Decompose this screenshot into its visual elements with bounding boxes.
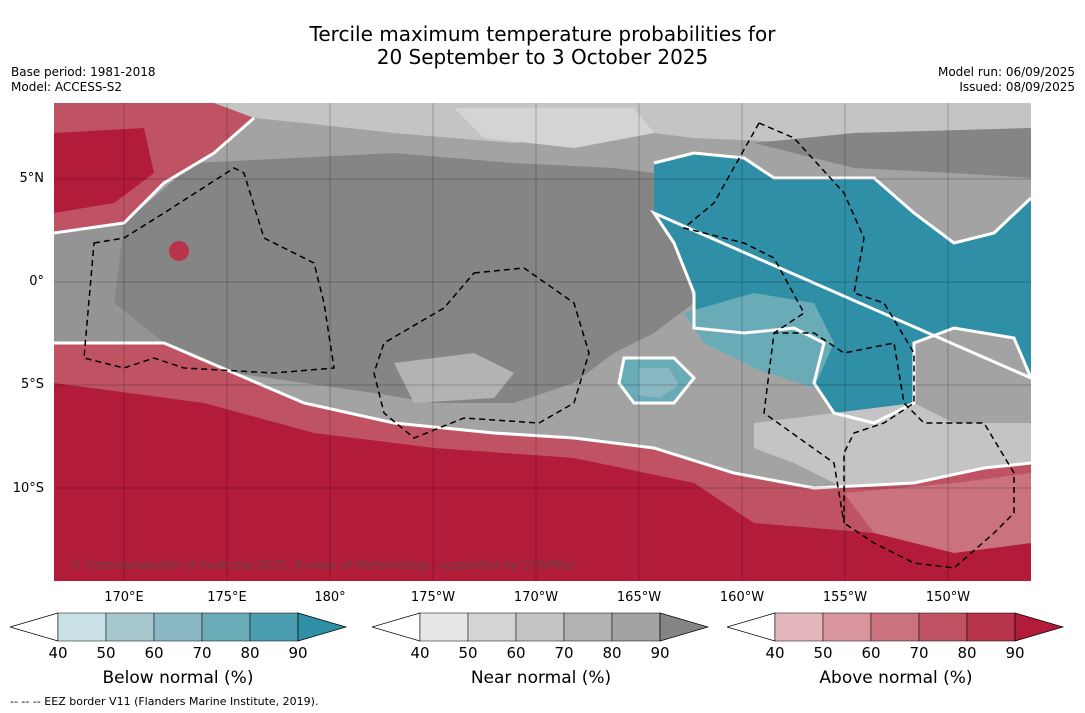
map-canvas: [54, 103, 1031, 581]
colorbar-below-normal: [10, 612, 348, 642]
lon-label-175w: 175°W: [410, 590, 456, 605]
colorbar-below-upper-arrow: [297, 612, 348, 642]
eez-footnote: -- -- -- EEZ border V11 (Flanders Marine…: [10, 695, 319, 708]
map-title-line-1: Tercile maximum temperature probabilitie…: [309, 22, 776, 46]
below-tick-80: 80: [240, 644, 260, 662]
lon-label-175e: 175°E: [207, 590, 247, 605]
above-tick-70: 70: [909, 644, 929, 662]
colorbar-above-segment-4: [918, 612, 968, 642]
colorbar-below-segment-3: [153, 612, 203, 642]
eez-border-east: [682, 122, 1015, 569]
near-tick-90: 90: [650, 644, 670, 662]
colorbar-near-segment-4: [563, 612, 613, 642]
eez-borders: [83, 122, 1015, 569]
eez-border-west: [83, 167, 335, 374]
base-period-text: Base period: 1981-2018: [11, 65, 156, 79]
colorbar-near-lower-arrow: [372, 612, 421, 642]
colorbar-above-upper-arrow: [1014, 612, 1065, 642]
above-normal-spot: [169, 241, 189, 261]
near-normal-lightest-patch: [454, 108, 654, 148]
below-tick-90: 90: [288, 644, 308, 662]
probability-map: [54, 103, 1031, 581]
colorbar-below-segment-4: [201, 612, 251, 642]
below-normal-title: Below normal (%): [102, 668, 254, 688]
above-tick-80: 80: [957, 644, 977, 662]
lon-label-160w: 160°W: [719, 590, 765, 605]
graticule: [54, 103, 1031, 581]
lat-label-5s: 5°S: [20, 377, 44, 392]
contour-line-south: [54, 341, 1031, 490]
lon-label-170e: 170°E: [104, 590, 144, 605]
colorbar-near-normal: [372, 612, 710, 642]
near-normal-light-center: [394, 353, 514, 403]
below-tick-50: 50: [96, 644, 116, 662]
below-tick-70: 70: [192, 644, 212, 662]
colorbar-below-lower-arrow: [10, 612, 59, 642]
above-tick-90: 90: [1005, 644, 1025, 662]
above-normal-northwest-core: [54, 128, 154, 213]
eez-border-central: [373, 267, 590, 439]
below-tick-40: 40: [48, 644, 68, 662]
map-title-line-2: 20 September to 3 October 2025: [376, 45, 709, 69]
issued-text: Issued: 08/09/2025: [959, 80, 1075, 94]
colorbar-below-segment-2: [105, 612, 155, 642]
copyright-notice: © Commonwealth of Australia 2025, Bureau…: [70, 558, 576, 572]
lat-label-5n: 5°N: [19, 171, 45, 186]
lon-label-170w: 170°W: [513, 590, 559, 605]
colorbar-above-lower-arrow: [727, 612, 776, 642]
near-tick-80: 80: [602, 644, 622, 662]
lon-label-165w: 165°W: [616, 590, 662, 605]
lon-label-180: 180°: [314, 590, 346, 605]
colorbar-above-segment-1: [774, 612, 824, 642]
lat-label-0: 0°: [29, 274, 44, 289]
lon-label-155w: 155°W: [822, 590, 868, 605]
below-normal-region: [654, 153, 1031, 423]
colorbar-near-upper-arrow: [659, 612, 710, 642]
below-normal-small-core: [639, 368, 679, 398]
near-tick-60: 60: [506, 644, 526, 662]
below-normal-inner-light: [684, 293, 834, 388]
colorbar-above-normal: [727, 612, 1065, 642]
near-normal-title: Near normal (%): [470, 668, 612, 688]
near-normal-southeast-light: [754, 403, 1031, 488]
model-text: Model: ACCESS-S2: [11, 80, 123, 94]
contour-line-below-normal: [649, 151, 1031, 425]
lat-label-10s: 10°S: [12, 481, 44, 496]
colorbar-below-segment-5: [249, 612, 299, 642]
near-normal-dark-west: [54, 223, 164, 343]
model-run-text: Model run: 06/09/2025: [937, 65, 1075, 79]
near-tick-70: 70: [554, 644, 574, 662]
contour-line-north: [54, 116, 255, 235]
colorbar-below-segment-1: [57, 612, 107, 642]
near-normal-dark-region: [114, 153, 694, 403]
near-tick-50: 50: [458, 644, 478, 662]
above-normal-southeast-light: [844, 473, 1031, 553]
above-tick-40: 40: [765, 644, 785, 662]
colorbar-near-segment-2: [467, 612, 517, 642]
near-normal-dark-northeast: [754, 128, 1031, 178]
colorbar-above-segment-2: [822, 612, 872, 642]
colorbar-near-segment-1: [419, 612, 469, 642]
lon-label-150w: 150°W: [925, 590, 971, 605]
above-tick-50: 50: [813, 644, 833, 662]
colorbar-above-segment-5: [966, 612, 1016, 642]
contour-line-small-patch: [617, 356, 697, 405]
colorbar-above-segment-3: [870, 612, 920, 642]
above-normal-south-core: [54, 383, 1031, 581]
above-normal-title: Above normal (%): [819, 668, 973, 688]
above-tick-60: 60: [861, 644, 881, 662]
near-tick-40: 40: [410, 644, 430, 662]
colorbar-near-segment-3: [515, 612, 565, 642]
below-tick-60: 60: [144, 644, 164, 662]
colorbar-near-segment-5: [611, 612, 661, 642]
